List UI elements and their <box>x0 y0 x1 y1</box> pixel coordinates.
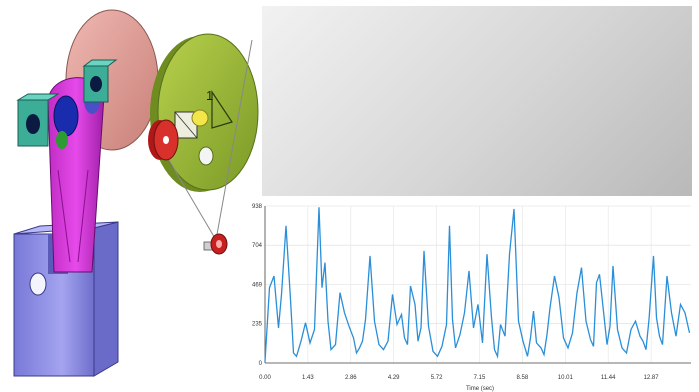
empty-viewport <box>262 6 692 196</box>
x-tick-label: 0.00 <box>259 375 271 381</box>
bearing-block-left <box>16 93 60 147</box>
magenta-arm <box>47 77 105 273</box>
y-tick-label: 938 <box>252 204 263 210</box>
y-tick-label: 704 <box>252 243 263 249</box>
y-tick-label: 0 <box>259 361 263 367</box>
red-pulley-upper <box>148 119 179 161</box>
x-tick-label: 11.44 <box>601 375 616 381</box>
x-tick-label: 5.72 <box>431 375 443 381</box>
x-tick-label: 2.86 <box>345 375 357 381</box>
series-line <box>264 207 691 362</box>
x-tick-label: 1.43 <box>302 375 314 381</box>
disc-label: 1 <box>206 88 213 103</box>
shaft-hub <box>174 109 209 139</box>
mechanism-3d-view: 1 <box>13 9 259 377</box>
x-tick-label: 8.58 <box>517 375 529 381</box>
x-tick-label: 7.15 <box>474 375 486 381</box>
chart-grid <box>264 205 691 364</box>
y-tick-label: 235 <box>252 322 263 328</box>
cable <box>162 39 253 241</box>
chart-axes <box>264 206 691 364</box>
x-tick-label: 12.87 <box>644 375 660 381</box>
x-tick-labels: 0.00 1.43 2.86 4.29 5.72 7.15 8.58 10.01 11.44 12… <box>259 375 659 381</box>
bearing-block-right <box>82 59 118 103</box>
y-tick-label: 469 <box>252 283 263 289</box>
x-tick-label: 4.29 <box>388 375 400 381</box>
y-tick-labels: 0 235 469 704 938 <box>252 204 263 367</box>
time-series-chart: 0 235 469 704 938 0.00 1.43 2.86 4.29 5.72 7.15 8.… <box>245 198 699 392</box>
x-tick-label: 10.01 <box>558 375 574 381</box>
x-axis-label: Time (sec) <box>466 386 494 392</box>
red-pulley-lower <box>203 233 228 255</box>
